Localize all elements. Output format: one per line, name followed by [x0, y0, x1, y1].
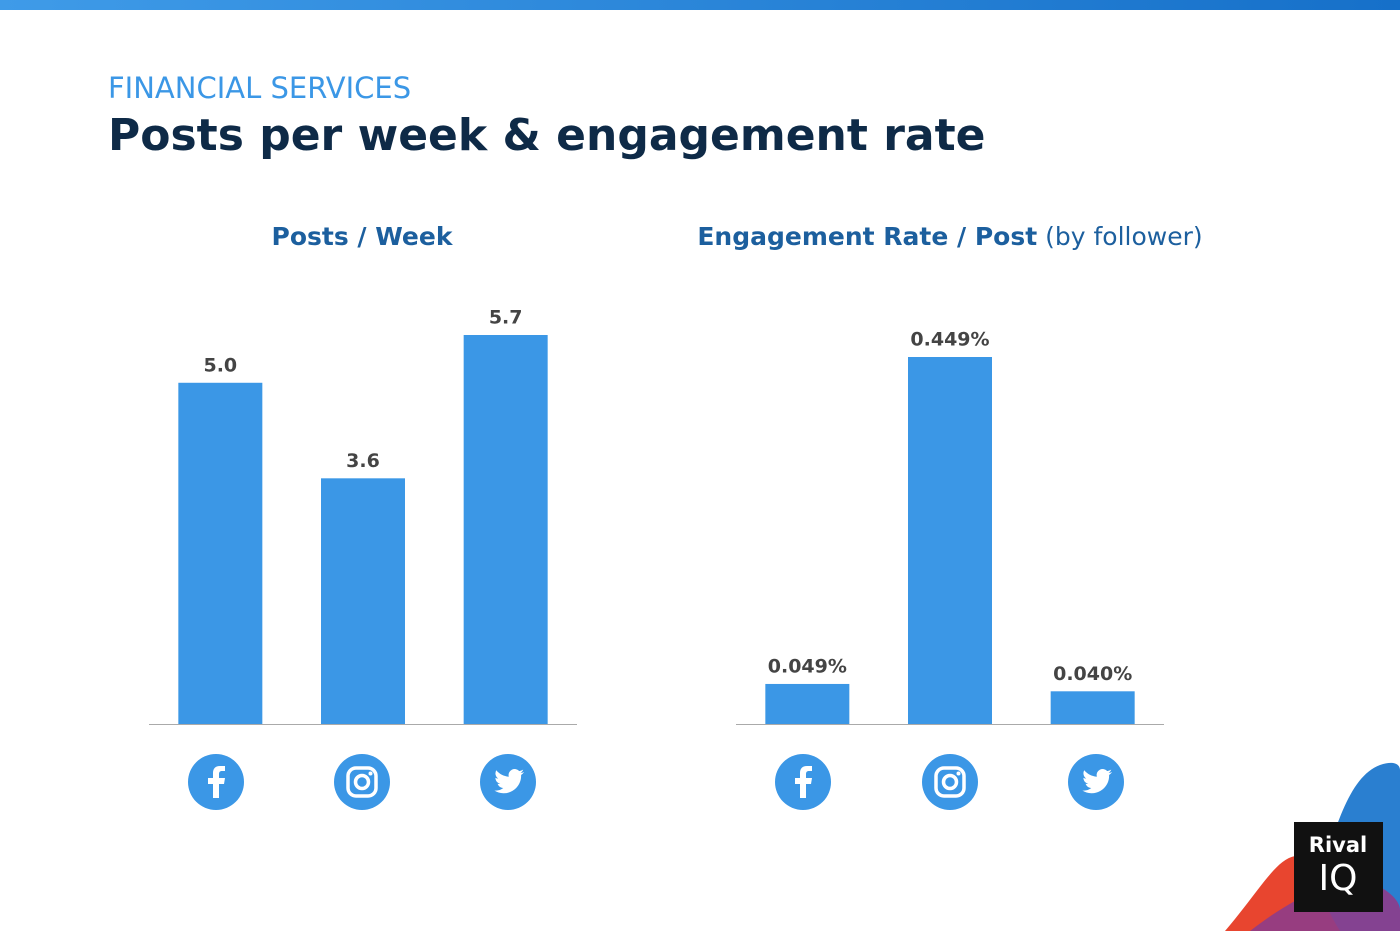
bar [765, 683, 850, 724]
twitter-icon [1068, 754, 1124, 810]
value-label: 3.6 [346, 450, 380, 472]
icons [188, 754, 1124, 810]
bar [463, 335, 548, 724]
bar [908, 357, 992, 724]
value-label: 0.449% [910, 329, 989, 351]
instagram-icon [334, 754, 390, 810]
logo-text: Rival [1309, 833, 1367, 857]
top-bar [0, 0, 1400, 10]
value-label: 0.049% [768, 655, 847, 677]
value-label: 0.040% [1053, 663, 1132, 685]
instagram-icon [922, 754, 978, 810]
chart-subtitle: (by follower) [1045, 222, 1203, 251]
logo-decoration: Rival IQ [1225, 762, 1400, 931]
logo-text: IQ [1319, 858, 1358, 899]
bar [321, 478, 405, 724]
facebook-icon [188, 754, 244, 810]
chart-title: Posts / Week [272, 222, 454, 251]
twitter-icon [480, 754, 536, 810]
bar [178, 382, 263, 724]
logo-box [1294, 822, 1383, 912]
page-title: Posts per week & engagement rate [108, 110, 986, 161]
bar [1050, 691, 1135, 724]
facebook-icon [775, 754, 831, 810]
chart-title: Engagement Rate / Post [697, 222, 1037, 251]
value-label: 5.7 [489, 307, 523, 329]
value-label: 5.0 [203, 354, 237, 376]
chart-title-group: Engagement Rate / Post (by follower) [697, 222, 1202, 251]
kicker: FINANCIAL SERVICES [108, 71, 411, 105]
